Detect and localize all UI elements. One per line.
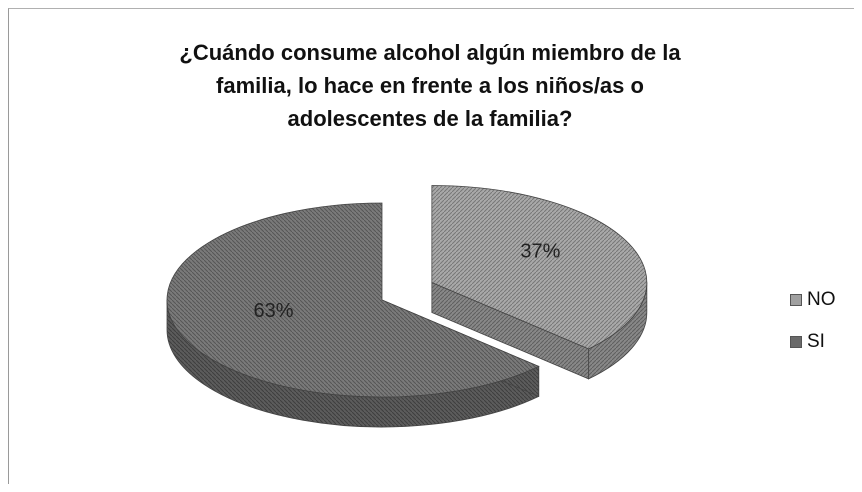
- data-label-si: 63%: [253, 300, 293, 322]
- chart-frame: [8, 8, 854, 484]
- legend-swatch-si: [790, 336, 802, 348]
- data-label-no: 37%: [520, 240, 560, 262]
- legend-item-si: SI: [790, 327, 860, 357]
- chart-title-line-2: familia, lo hace en frente a los niños/a…: [216, 73, 644, 98]
- pie-slice-no: [431, 185, 648, 350]
- chart-title-line-3: adolescentes de la familia?: [287, 106, 573, 131]
- legend-label-no: NO: [807, 289, 836, 310]
- legend-swatch-no: [790, 294, 802, 306]
- legend-label-si: SI: [807, 331, 825, 352]
- pie-slice-si: [166, 202, 540, 398]
- chart-title-line-1: ¿Cuándo consume alcohol algún miembro de…: [179, 40, 681, 65]
- chart-legend: NO SI: [790, 285, 860, 369]
- chart-title: ¿Cuándo consume alcohol algún miembro de…: [120, 36, 740, 135]
- legend-item-no: NO: [790, 285, 860, 315]
